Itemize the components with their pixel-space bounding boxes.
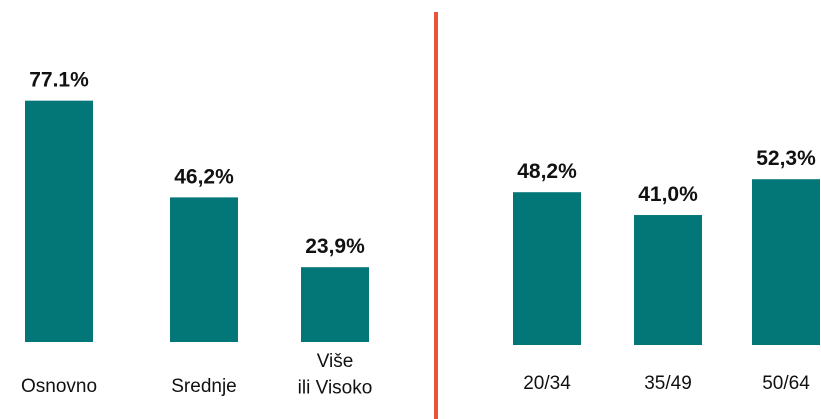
- category-label: 20/34: [523, 373, 571, 394]
- bar: [752, 179, 820, 345]
- bar: [634, 215, 702, 345]
- category-label: Srednje: [171, 376, 237, 397]
- value-label: 77.1%: [29, 69, 89, 92]
- bar: [25, 100, 93, 342]
- category-label: Više ili Visoko: [298, 351, 373, 399]
- value-label: 52,3%: [756, 147, 816, 170]
- value-label: 48,2%: [517, 160, 577, 183]
- bar: [513, 192, 581, 345]
- category-label: 50/64: [762, 373, 810, 394]
- bar: [301, 267, 369, 342]
- value-label: 23,9%: [305, 235, 365, 258]
- bar: [170, 197, 238, 342]
- category-label: Osnovno: [21, 376, 97, 397]
- value-label: 41,0%: [638, 183, 698, 206]
- value-label: 46,2%: [174, 165, 234, 188]
- category-label: 35/49: [644, 373, 692, 394]
